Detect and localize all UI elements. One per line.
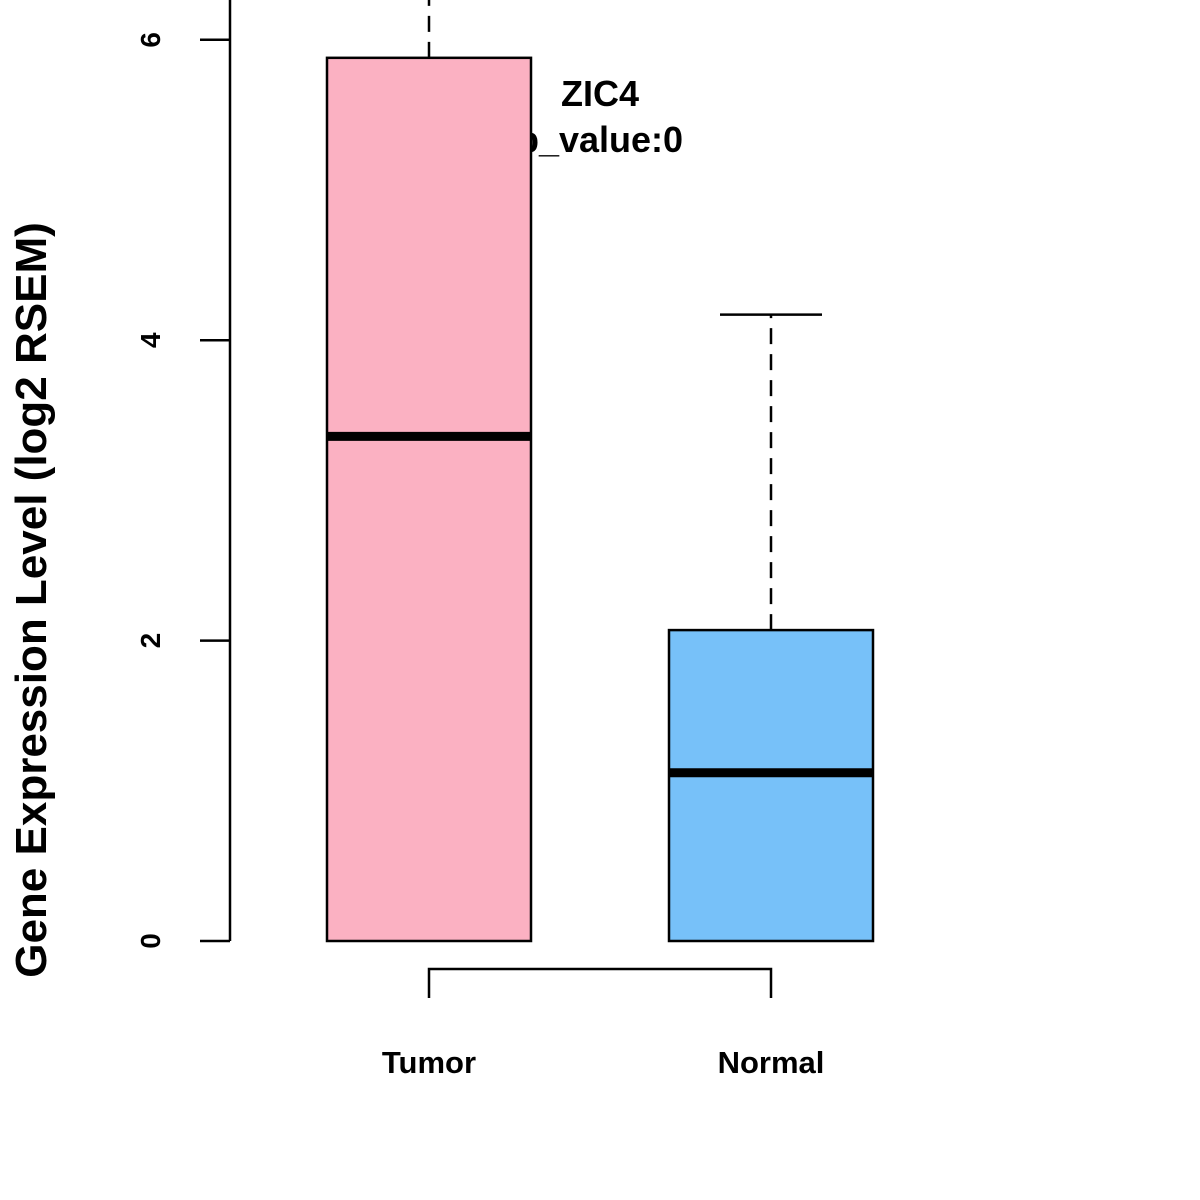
box-tumor — [325, 56, 533, 943]
chart-subtitle: p_value:0 — [517, 119, 683, 160]
category-label-normal: Normal — [718, 1045, 825, 1080]
category-label-tumor: Tumor — [382, 1045, 476, 1080]
y-tick-label: 4 — [135, 332, 166, 348]
y-tick-label: 0 — [135, 933, 166, 949]
box-normal — [667, 628, 875, 943]
y-tick-label: 6 — [135, 32, 166, 48]
y-axis: 02468 — [135, 0, 232, 949]
y-tick-label: 2 — [135, 633, 166, 649]
chart-title: ZIC4 — [561, 73, 639, 114]
comparison-bracket — [427, 967, 773, 998]
category-labels: Tumor Normal — [382, 1045, 824, 1080]
bracket-line — [427, 967, 773, 998]
boxes-group — [325, 0, 875, 943]
y-axis-label: Gene Expression Level (log2 RSEM) — [7, 222, 56, 978]
